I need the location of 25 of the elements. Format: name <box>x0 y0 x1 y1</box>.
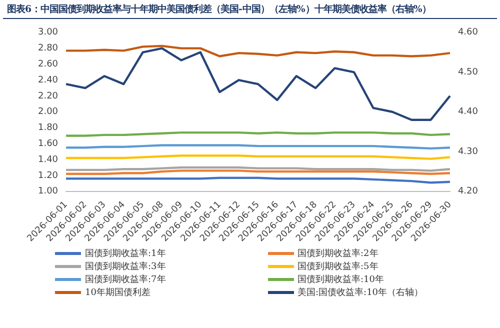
y2-tick-label: 4.30 <box>458 146 478 157</box>
y-tick-label: 1.20 <box>38 170 58 181</box>
y2-tick-label: 4.40 <box>458 107 478 118</box>
y-tick-label: 1.00 <box>38 186 58 197</box>
y2-tick-label: 4.50 <box>458 67 478 78</box>
y-tick-label: 2.80 <box>38 44 58 54</box>
y-tick-label: 2.20 <box>38 91 58 102</box>
legend-label: 国债到期收益率:3年 <box>85 260 166 272</box>
legend-label: 国债到期收益率:10年 <box>298 274 384 286</box>
y-tick-label: 1.80 <box>38 123 58 134</box>
legend-label: 国债到期收益率:1年 <box>85 248 166 260</box>
legend-label: 美国:国债收益率:10年（右轴） <box>298 286 424 298</box>
y2-tick-label: 4.60 <box>458 28 478 38</box>
chart-title: 图表6：中国国债到期收益率与十年期中美国债利差（美国-中国）（左轴%）十年期美债收益率（右轴%） <box>3 0 497 19</box>
y-tick-label: 2.40 <box>38 75 58 86</box>
y-tick-label: 2.60 <box>38 60 58 70</box>
y-tick-label: 1.40 <box>38 154 58 165</box>
y-tick-label: 1.60 <box>38 139 58 150</box>
y-tick-label: 3.00 <box>38 28 58 38</box>
legend-label: 国债到期收益率:5年 <box>298 260 378 272</box>
legend-label: 10年期国债利差 <box>85 286 150 298</box>
legend-label: 国债到期收益率:2年 <box>298 248 378 260</box>
legend-label: 国债到期收益率:7年 <box>85 274 166 286</box>
y-tick-label: 2.00 <box>38 107 58 118</box>
y2-tick-label: 4.20 <box>458 186 478 197</box>
